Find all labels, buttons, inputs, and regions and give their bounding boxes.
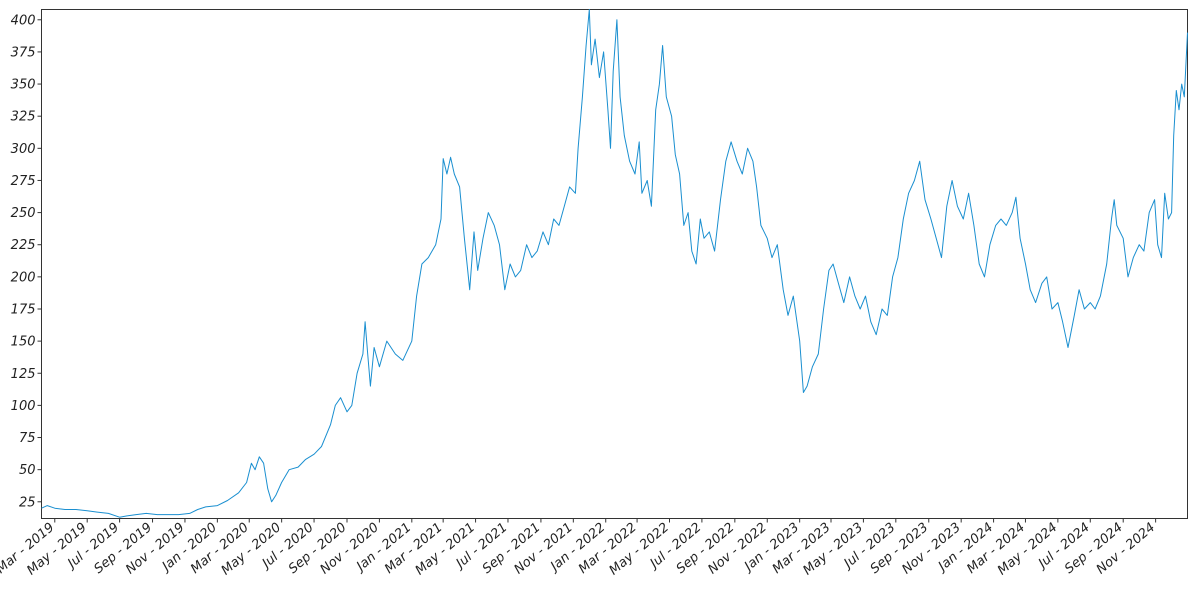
y-tick-label: 225 xyxy=(11,238,36,253)
y-tick-label: 300 xyxy=(11,142,36,157)
y-axis: 25 50 75 100 125 150 175 200 225 250 275 300 325 350 3… xyxy=(11,13,42,510)
y-tick-label: 125 xyxy=(11,367,36,382)
y-tick-label: 25 xyxy=(19,495,36,510)
y-tick-label: 275 xyxy=(11,174,36,189)
y-tick-label: 325 xyxy=(11,110,36,125)
plot-area xyxy=(41,9,1188,519)
y-tick-label: 50 xyxy=(19,463,36,478)
series-line xyxy=(41,9,1188,518)
y-tick-label: 200 xyxy=(11,270,36,285)
y-tick-label: 375 xyxy=(11,45,36,60)
y-tick-label: 350 xyxy=(11,78,36,93)
y-tick-label: 400 xyxy=(11,13,36,28)
series-layer xyxy=(41,9,1188,518)
y-tick-label: 150 xyxy=(11,335,36,350)
y-tick-label: 75 xyxy=(19,431,36,446)
y-tick-label: 250 xyxy=(11,206,36,221)
y-tick-label: 100 xyxy=(11,399,36,414)
y-tick-label: 175 xyxy=(11,302,36,317)
